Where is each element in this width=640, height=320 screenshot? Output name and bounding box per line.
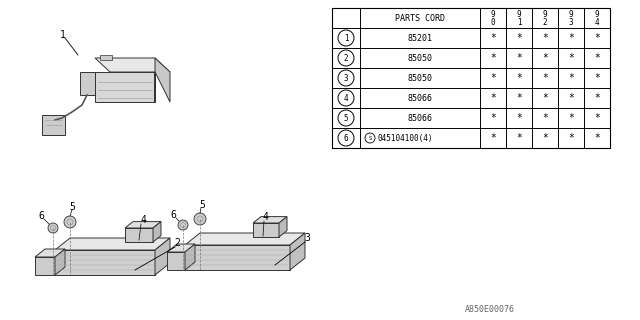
Text: 045104100(4): 045104100(4) (377, 133, 433, 142)
Text: *: * (490, 33, 496, 43)
Polygon shape (55, 249, 65, 275)
Polygon shape (35, 249, 65, 257)
Polygon shape (155, 58, 170, 102)
Text: 85050: 85050 (408, 74, 433, 83)
Text: *: * (594, 53, 600, 63)
Text: *: * (516, 113, 522, 123)
Text: *: * (568, 113, 574, 123)
Text: *: * (542, 33, 548, 43)
Text: *: * (542, 53, 548, 63)
Polygon shape (153, 221, 161, 242)
Polygon shape (80, 72, 95, 95)
Polygon shape (253, 223, 279, 237)
Circle shape (48, 223, 58, 233)
Text: *: * (568, 53, 574, 63)
Text: 9: 9 (543, 10, 547, 19)
Text: PARTS CORD: PARTS CORD (395, 13, 445, 22)
Text: 2: 2 (344, 53, 348, 62)
Polygon shape (95, 58, 170, 72)
Text: A850E00076: A850E00076 (465, 306, 515, 315)
Polygon shape (95, 72, 155, 102)
Text: *: * (594, 93, 600, 103)
Text: 3: 3 (344, 74, 348, 83)
Polygon shape (167, 252, 185, 270)
Text: 85201: 85201 (408, 34, 433, 43)
Text: 4: 4 (140, 215, 146, 225)
Text: 5: 5 (199, 200, 205, 210)
Text: 0: 0 (491, 18, 495, 27)
Circle shape (178, 220, 188, 230)
Text: *: * (542, 133, 548, 143)
Polygon shape (125, 221, 161, 228)
Text: 6: 6 (38, 211, 44, 221)
Text: *: * (568, 133, 574, 143)
Text: *: * (516, 93, 522, 103)
Text: *: * (490, 73, 496, 83)
Polygon shape (279, 217, 287, 237)
Text: *: * (542, 93, 548, 103)
Text: *: * (568, 93, 574, 103)
Text: 3: 3 (569, 18, 573, 27)
Polygon shape (35, 257, 55, 275)
Text: 4: 4 (595, 18, 599, 27)
Text: 1: 1 (344, 34, 348, 43)
Text: *: * (516, 53, 522, 63)
Text: 9: 9 (491, 10, 495, 19)
Circle shape (194, 213, 206, 225)
Bar (332, 8, 610, 148)
Text: 5: 5 (69, 202, 75, 212)
Text: 6: 6 (344, 133, 348, 142)
Text: 85066: 85066 (408, 114, 433, 123)
Text: *: * (594, 73, 600, 83)
Text: 2: 2 (174, 238, 180, 248)
Text: *: * (542, 113, 548, 123)
Text: *: * (568, 73, 574, 83)
Polygon shape (253, 217, 287, 223)
Text: *: * (594, 113, 600, 123)
Text: 9: 9 (516, 10, 522, 19)
Text: 4: 4 (262, 212, 268, 222)
Text: *: * (516, 33, 522, 43)
Polygon shape (42, 115, 65, 135)
Polygon shape (185, 245, 290, 270)
Text: 85050: 85050 (408, 53, 433, 62)
Text: 9: 9 (595, 10, 599, 19)
Text: 3: 3 (304, 233, 310, 243)
Text: *: * (516, 73, 522, 83)
Text: *: * (490, 53, 496, 63)
Text: 4: 4 (344, 93, 348, 102)
Polygon shape (100, 55, 112, 60)
Text: *: * (594, 133, 600, 143)
Polygon shape (125, 228, 153, 242)
Text: 6: 6 (170, 210, 176, 220)
Polygon shape (55, 238, 170, 250)
Text: 85066: 85066 (408, 93, 433, 102)
Text: *: * (594, 33, 600, 43)
Text: *: * (490, 133, 496, 143)
Polygon shape (185, 233, 305, 245)
Polygon shape (290, 233, 305, 270)
Polygon shape (55, 250, 155, 275)
Text: 1: 1 (60, 30, 66, 40)
Text: 5: 5 (344, 114, 348, 123)
Polygon shape (185, 244, 195, 270)
Text: *: * (542, 73, 548, 83)
Circle shape (64, 216, 76, 228)
Polygon shape (167, 244, 195, 252)
Text: *: * (568, 33, 574, 43)
Text: 1: 1 (516, 18, 522, 27)
Text: 2: 2 (543, 18, 547, 27)
Text: *: * (490, 93, 496, 103)
Text: *: * (516, 133, 522, 143)
Polygon shape (155, 238, 170, 275)
Text: 9: 9 (569, 10, 573, 19)
Text: *: * (490, 113, 496, 123)
Text: S: S (369, 135, 372, 140)
